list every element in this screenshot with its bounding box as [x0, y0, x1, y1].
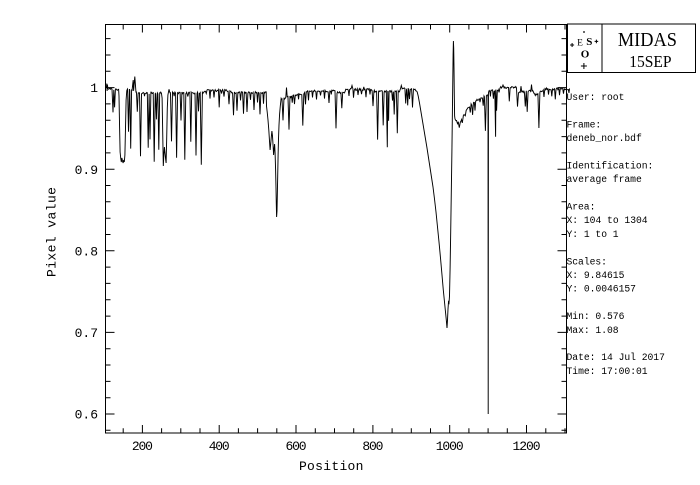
svg-text:1200: 1200	[513, 439, 541, 454]
svg-text:Area:: Area:	[567, 202, 596, 213]
svg-text:200: 200	[132, 439, 153, 454]
svg-text:1000: 1000	[436, 439, 464, 454]
svg-text:Position: Position	[299, 459, 364, 474]
svg-text:15SEP: 15SEP	[629, 52, 671, 71]
svg-text:Min: 0.576: Min: 0.576	[567, 311, 625, 322]
svg-text:average frame: average frame	[567, 174, 642, 185]
svg-text:O: O	[581, 48, 590, 60]
svg-text:E: E	[577, 38, 583, 48]
svg-text:User: root: User: root	[567, 92, 625, 103]
svg-text:Y: 0.0046157: Y: 0.0046157	[567, 284, 637, 295]
svg-text:0.7: 0.7	[75, 326, 98, 341]
svg-text:Identification:: Identification:	[567, 160, 654, 171]
svg-text:400: 400	[209, 439, 230, 454]
svg-text:Max: 1.08: Max: 1.08	[567, 325, 619, 336]
svg-text:Frame:: Frame:	[567, 119, 602, 130]
svg-text:X: 104 to 1304: X: 104 to 1304	[567, 215, 648, 226]
svg-text:1: 1	[90, 81, 98, 96]
svg-text:Y: 1 to 1: Y: 1 to 1	[567, 229, 619, 240]
svg-text:deneb_nor.bdf: deneb_nor.bdf	[567, 133, 642, 144]
svg-text:Date: 14 Jul 2017: Date: 14 Jul 2017	[567, 352, 666, 363]
svg-text:S: S	[586, 36, 592, 48]
svg-text:Pixel value: Pixel value	[44, 187, 59, 277]
svg-text:0.6: 0.6	[75, 408, 98, 423]
svg-text:0.8: 0.8	[75, 244, 98, 259]
svg-text:X: 9.84615: X: 9.84615	[567, 270, 625, 281]
svg-text:MIDAS: MIDAS	[618, 29, 677, 51]
svg-text:Time: 17:00:01: Time: 17:00:01	[567, 366, 648, 377]
svg-text:Scales:: Scales:	[567, 256, 608, 267]
svg-text:0.9: 0.9	[75, 163, 98, 178]
svg-text:600: 600	[286, 439, 307, 454]
svg-text:800: 800	[362, 439, 383, 454]
